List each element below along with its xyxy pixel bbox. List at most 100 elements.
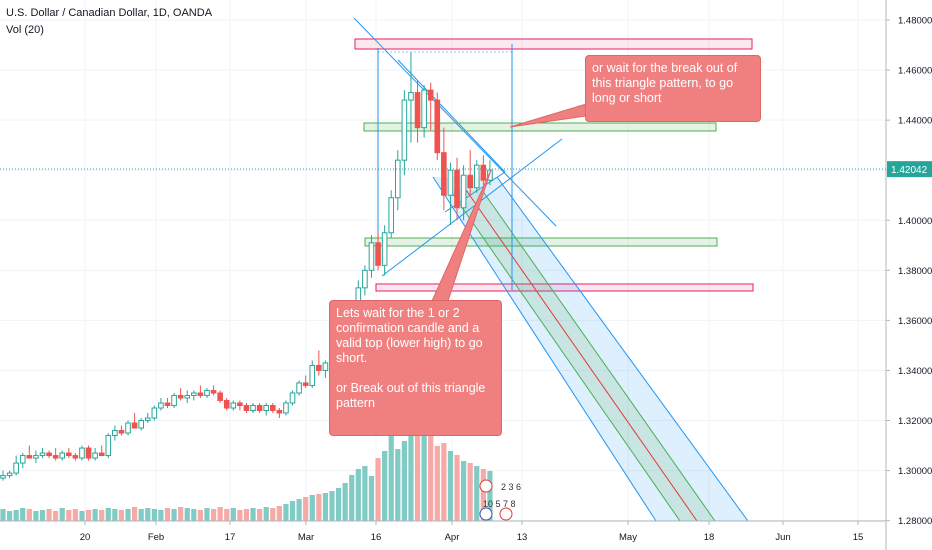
candle-body bbox=[395, 159, 401, 199]
volume-bar bbox=[13, 510, 19, 521]
volume-bar bbox=[309, 495, 315, 521]
candle-body bbox=[85, 447, 92, 459]
resistance-zone-top bbox=[354, 38, 753, 50]
volume-bar bbox=[46, 509, 52, 521]
last-price-badge bbox=[887, 161, 932, 178]
candle-body bbox=[283, 402, 289, 414]
price-tick-label: 1.44000 bbox=[898, 116, 932, 127]
candle-body bbox=[269, 404, 276, 411]
trendline-ascending bbox=[381, 138, 563, 277]
candle-body bbox=[66, 452, 72, 457]
volume-bar bbox=[283, 504, 289, 521]
time-tick-label: Mar bbox=[298, 532, 314, 543]
candle-body bbox=[33, 455, 39, 459]
volume-bar bbox=[26, 509, 32, 521]
candle-body bbox=[302, 382, 309, 386]
time-tick-label: Apr bbox=[445, 532, 460, 543]
volume-bar bbox=[401, 441, 407, 521]
volume-bar bbox=[322, 493, 329, 521]
candle-body bbox=[381, 232, 388, 266]
volume-bar bbox=[480, 469, 486, 521]
volume-bar bbox=[414, 433, 421, 521]
note-bottom[interactable]: Lets wait for the 1 or 2 confirmation ca… bbox=[329, 300, 502, 436]
candle-body bbox=[316, 364, 322, 371]
volume-bar bbox=[276, 506, 282, 521]
volume-bar bbox=[118, 510, 125, 521]
candle-body bbox=[480, 164, 487, 181]
volume-bar bbox=[79, 511, 85, 521]
volume-bar bbox=[329, 491, 335, 521]
volume-bar bbox=[467, 463, 473, 521]
volume-bar bbox=[388, 436, 394, 521]
volume-bar bbox=[92, 509, 98, 521]
volume-indicator-label: Vol (20) bbox=[6, 24, 44, 36]
candle-body bbox=[230, 402, 237, 409]
volume-bar bbox=[59, 508, 65, 521]
last-price-label: 1.42042 bbox=[891, 165, 928, 176]
candle-body bbox=[72, 455, 79, 459]
candle-body bbox=[177, 394, 184, 399]
candle-body bbox=[13, 462, 19, 474]
flag-counts-2: 10 5 7 8 bbox=[483, 499, 516, 509]
channel-inner-green bbox=[450, 190, 715, 521]
volume-bar bbox=[164, 508, 171, 521]
volume-bar bbox=[204, 508, 210, 521]
flag-icon bbox=[479, 507, 493, 521]
volume-bar bbox=[355, 469, 361, 521]
time-tick-label: 15 bbox=[853, 532, 864, 543]
volume-bar bbox=[230, 508, 236, 521]
volume-bar bbox=[257, 509, 263, 521]
price-tick-label: 1.28000 bbox=[898, 516, 932, 527]
candle-body bbox=[105, 435, 112, 457]
candle-body bbox=[388, 197, 395, 234]
volume-bar bbox=[395, 449, 401, 521]
candle-body bbox=[164, 402, 171, 406]
candle-body bbox=[98, 452, 105, 457]
candle-body bbox=[59, 452, 66, 459]
candle-body bbox=[131, 422, 138, 429]
volume-bar bbox=[434, 446, 440, 521]
candle-body bbox=[197, 392, 204, 396]
candle-body bbox=[296, 382, 302, 394]
volume-bar bbox=[349, 475, 355, 521]
candle-body bbox=[421, 89, 427, 129]
candle-body bbox=[487, 169, 493, 181]
volume-bar bbox=[85, 510, 92, 521]
candle-body bbox=[414, 92, 421, 129]
candle-body bbox=[184, 394, 191, 399]
volume-bar bbox=[132, 507, 138, 521]
price-tick-label: 1.46000 bbox=[898, 66, 932, 77]
candle-body bbox=[427, 89, 434, 101]
volume-bar bbox=[461, 461, 467, 521]
candle-body bbox=[447, 169, 454, 196]
volume-bar bbox=[6, 511, 13, 521]
candle-body bbox=[217, 392, 223, 401]
candle-body bbox=[460, 174, 467, 209]
volume-bar bbox=[487, 471, 493, 521]
volume-bar bbox=[342, 483, 348, 521]
price-tick-label: 1.30000 bbox=[898, 466, 932, 477]
volume-bar bbox=[53, 511, 59, 521]
candle-body bbox=[434, 99, 441, 154]
volume-bar bbox=[191, 509, 197, 521]
candle-body bbox=[237, 402, 243, 406]
candle-body bbox=[0, 475, 6, 479]
note-top[interactable]: or wait for the break out of this triang… bbox=[585, 55, 761, 122]
candle-body bbox=[454, 169, 460, 209]
volume-bar bbox=[270, 508, 276, 521]
channel-line-inner-left bbox=[449, 189, 681, 522]
candle-body bbox=[144, 417, 151, 422]
flag-icon bbox=[499, 507, 513, 521]
candle-body bbox=[39, 452, 46, 457]
volume-bar bbox=[335, 488, 342, 521]
volume-bar bbox=[217, 507, 223, 521]
volume-bar bbox=[375, 458, 381, 521]
volume-bar bbox=[289, 501, 296, 521]
candle-body bbox=[473, 164, 480, 189]
volume-bar bbox=[303, 497, 309, 521]
channel-line-outer-right bbox=[496, 176, 749, 522]
time-tick-label: 13 bbox=[517, 532, 528, 543]
volume-bar bbox=[296, 499, 302, 521]
volume-bar bbox=[112, 509, 118, 521]
